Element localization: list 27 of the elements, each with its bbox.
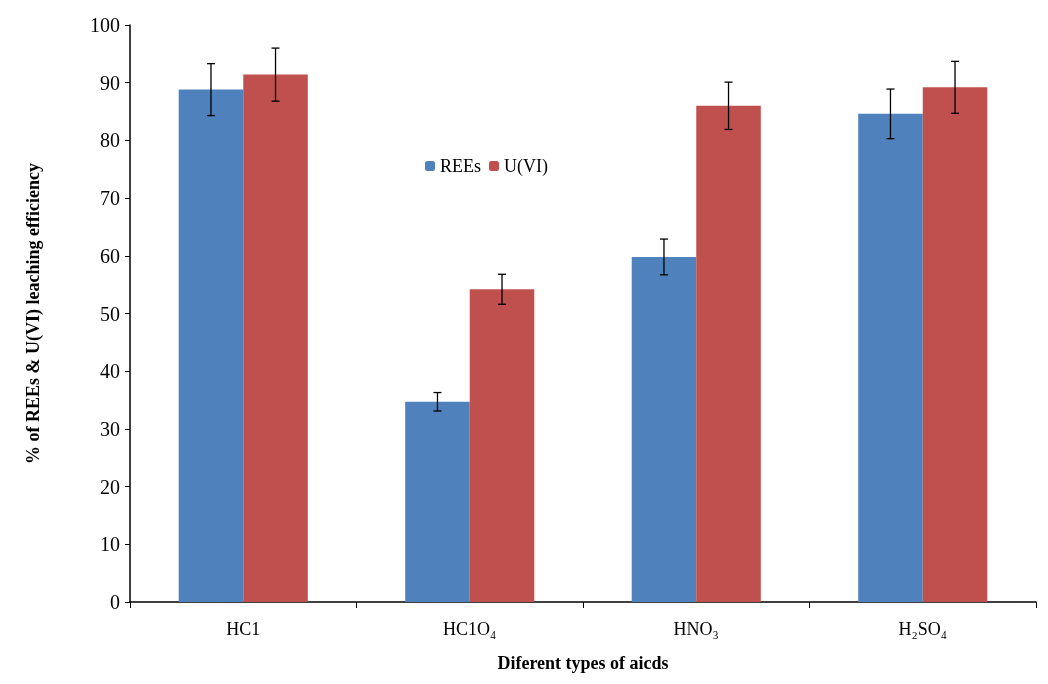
x-tick-label: H₂SO₄ [898, 619, 948, 639]
bar [696, 105, 761, 602]
y-tick-label: 0 [110, 591, 120, 613]
x-tick-label: HNO₃ [673, 619, 719, 639]
bar [469, 289, 535, 602]
x-tick-label: HC1 [226, 619, 261, 639]
y-tick-label: 20 [100, 475, 120, 498]
bar [243, 74, 308, 602]
bar [631, 256, 697, 602]
bar [922, 87, 988, 602]
bar [405, 401, 470, 602]
y-tick-label: 40 [100, 360, 120, 383]
y-axis-title: % of REEs & U(VI) leaching efficiency [23, 163, 44, 464]
y-tick-label: 60 [100, 244, 120, 267]
y-tick-label: 10 [100, 533, 120, 556]
y-tick-label: 90 [100, 71, 120, 94]
bar [858, 113, 923, 602]
y-tick-label: 70 [100, 187, 120, 210]
x-axis-title: Diferent types of aicds [497, 653, 669, 673]
y-tick-label: 80 [100, 129, 120, 152]
bar [178, 89, 244, 602]
y-tick-label: 50 [100, 302, 120, 325]
x-tick-label: HC1O₄ [443, 619, 497, 639]
legend-label: U(VI) [504, 156, 548, 177]
legend-label: REEs [440, 156, 482, 176]
y-tick-label: 100 [90, 14, 120, 36]
y-tick-label: 30 [100, 417, 120, 440]
